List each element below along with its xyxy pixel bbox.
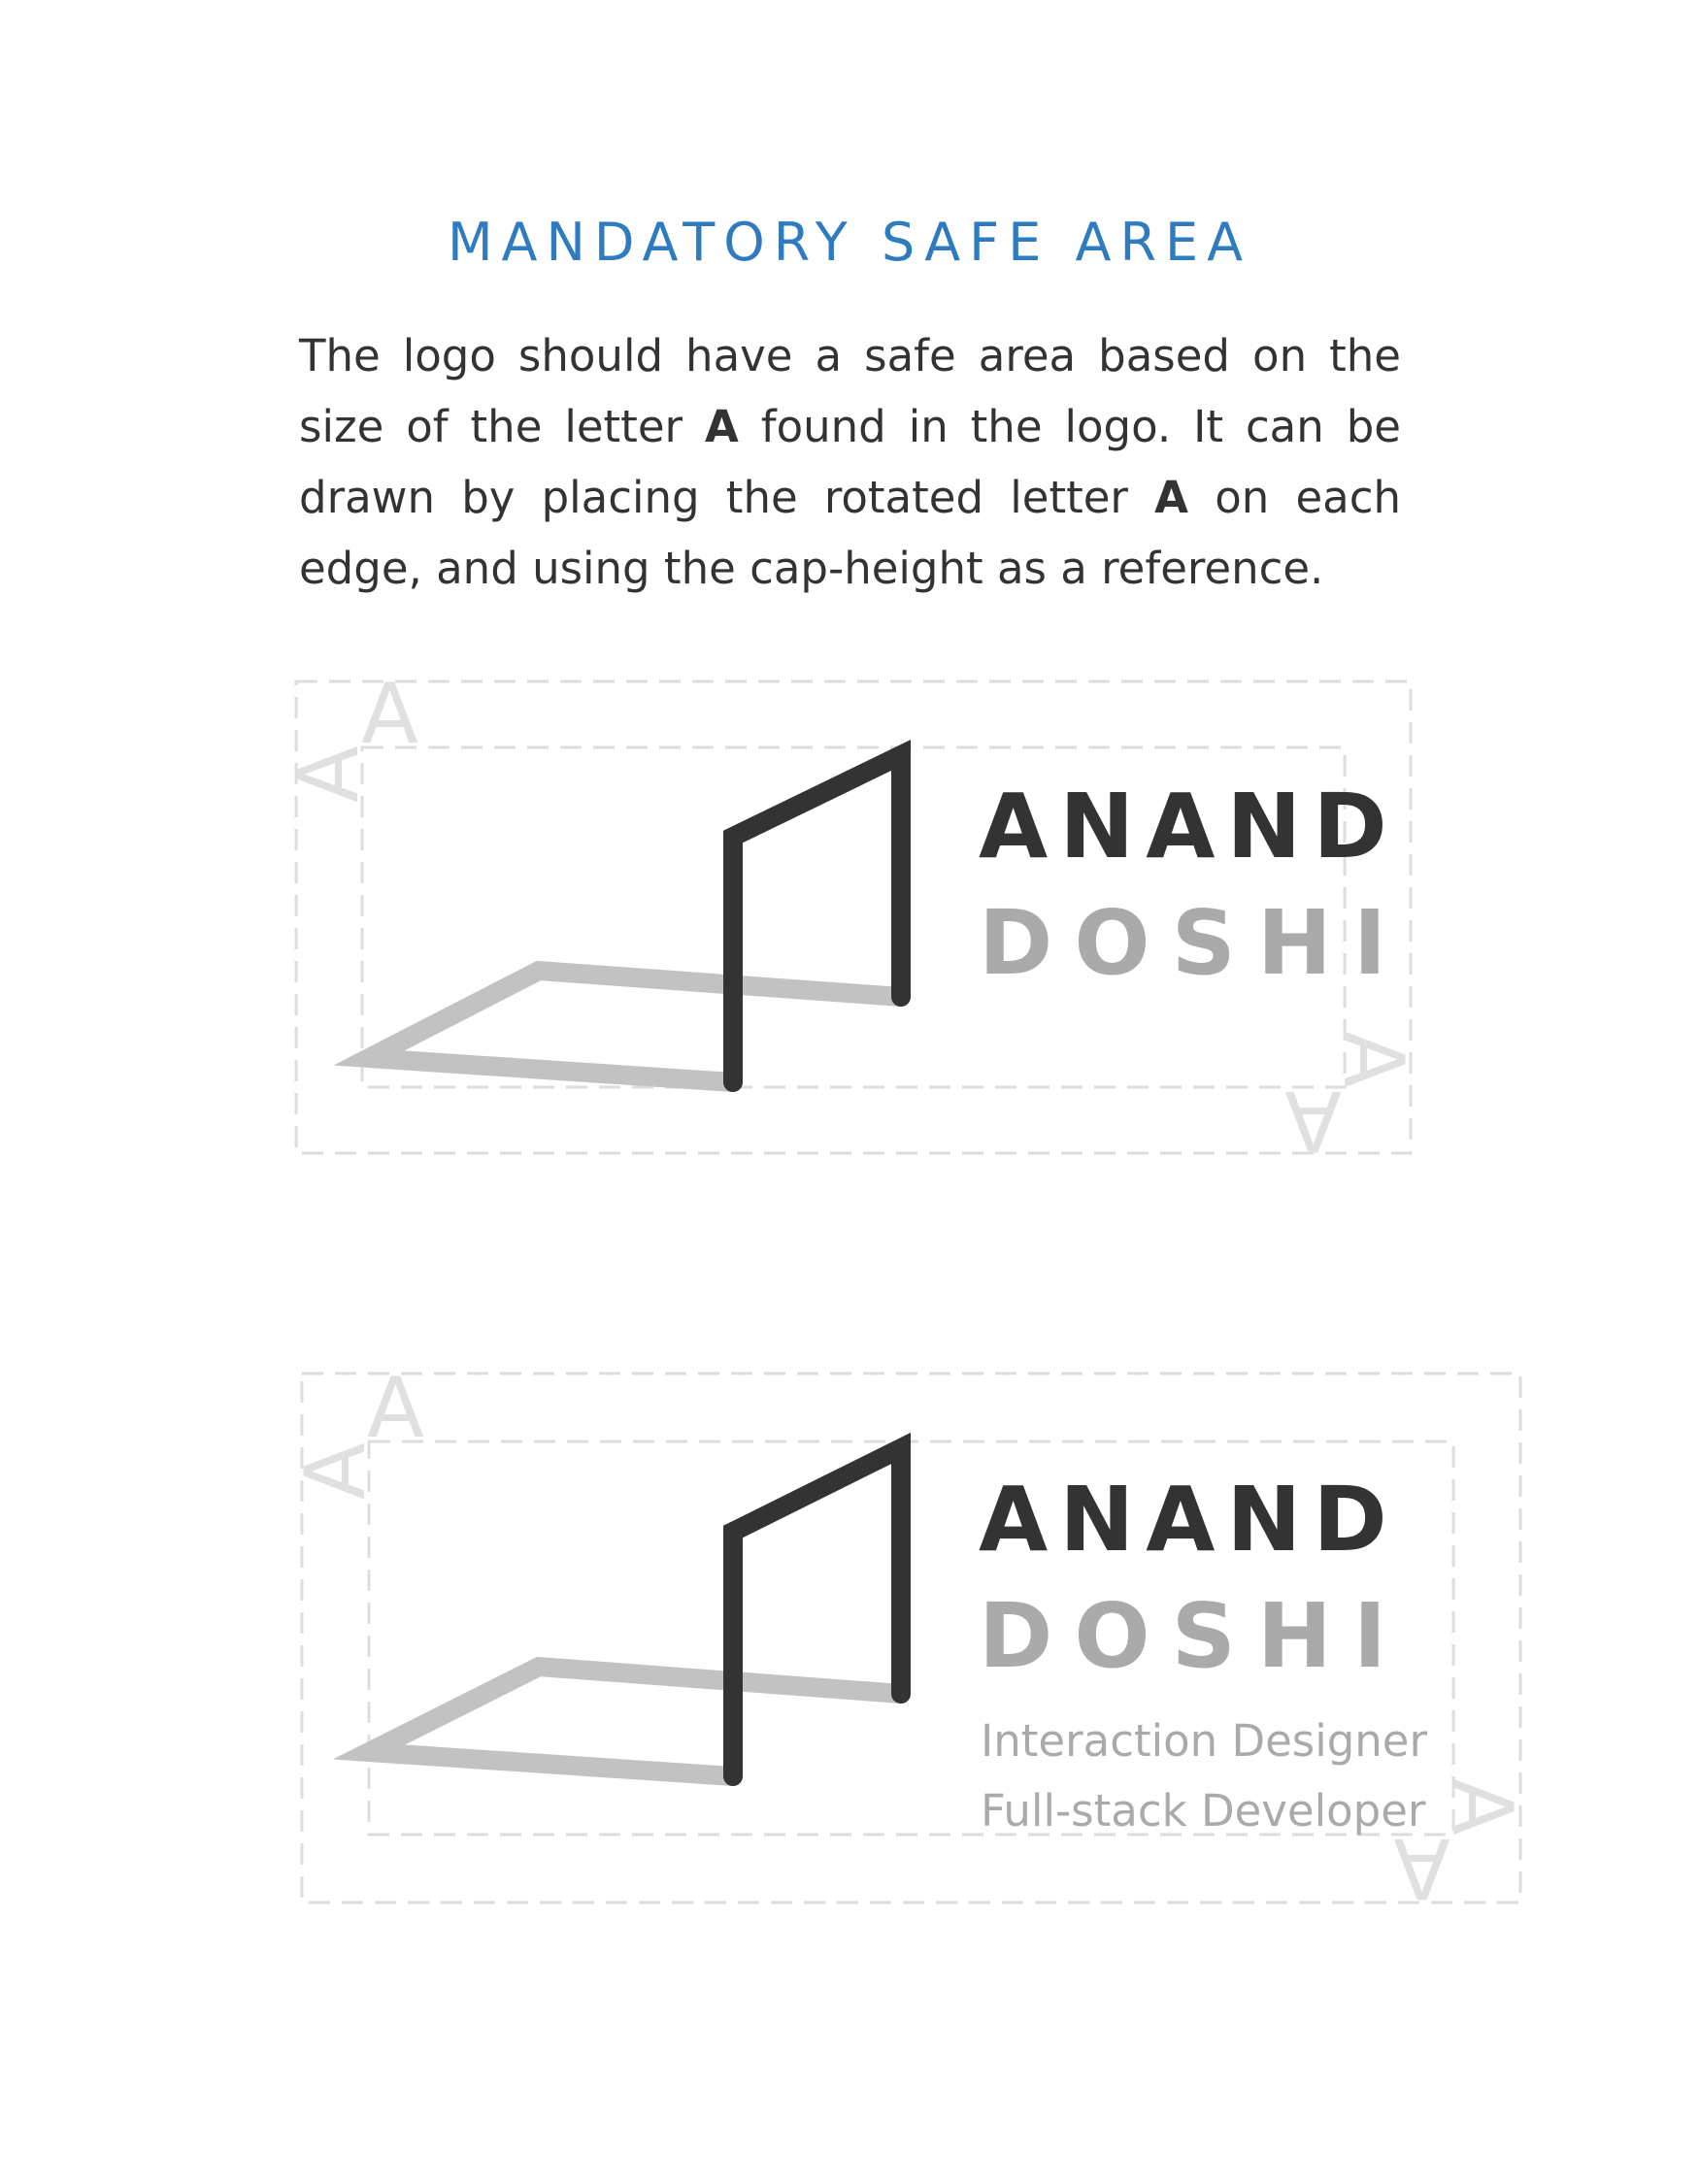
safe-area-diagram: A A A A ANAND DOSHI [281,670,1421,1169]
logo-mark-base-stroke [333,960,911,1092]
logo-mark-wall-stroke [723,740,911,1092]
reference-letter-bottom: A [1284,1072,1342,1169]
safe-area-figure-logo: A A A A ANAND DOSHI [0,670,1699,1175]
logo-mark [333,740,911,1092]
logo-mark-base-stroke [332,1656,911,1786]
intro-letter-a-1: A [704,401,739,452]
safe-area-figure-logo-tagline: A A A A ANAND DOSHI Interaction Designer… [0,1359,1699,1922]
safe-area-reference-letters: A A A A [287,1360,1530,1916]
logo-tagline-role-2: Full-stack Developer [981,1785,1426,1837]
inner-logo-boundary [367,1439,1455,1837]
intro-text-part-2: found in the logo. It can be drawn by pl… [299,401,1401,523]
safe-area-guides [300,1372,1522,1904]
safe-area-diagram-tagline: A A A A ANAND DOSHI Interaction Designer… [287,1360,1530,1916]
safe-area-reference-letters: A A A A [281,670,1421,1169]
intro-letter-a-2: A [1154,472,1188,523]
logo-last-name: DOSHI [979,1584,1408,1688]
reference-letter-left: A [281,745,378,803]
reference-letter-right: A [1433,1778,1530,1836]
reference-letter-top: A [367,1360,424,1457]
reference-letter-left: A [287,1442,384,1500]
logo-last-name: DOSHI [979,891,1408,995]
logo-mark-wall-stroke [723,1432,911,1786]
logo-tagline-role-1: Interaction Designer [981,1715,1427,1767]
intro-text-part-3: on each edge, and using the cap-height a… [299,472,1401,594]
logo-first-name: ANAND [979,775,1399,878]
reference-letter-top: A [361,670,418,763]
logo-mark [332,1432,911,1786]
intro-paragraph: The logo should have a safe area based o… [299,320,1401,604]
outer-safe-area-border [300,1372,1522,1904]
logo-first-name: ANAND [979,1468,1399,1572]
reference-letter-bottom: A [1393,1819,1450,1916]
reference-letter-right: A [1324,1031,1421,1088]
intro-text-part-1: The logo should have a safe area based o… [299,330,1401,452]
page-title: MANDATORY SAFE AREA [447,212,1252,273]
